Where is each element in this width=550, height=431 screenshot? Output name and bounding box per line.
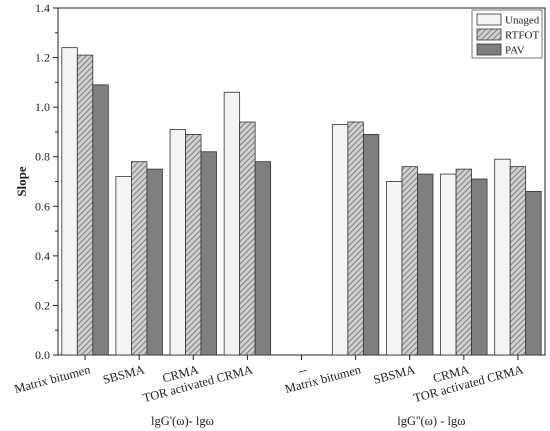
bar-pav: [146, 168, 163, 356]
legend-label-unaged: Unaged: [505, 15, 540, 27]
y-tick-label: 0.2: [35, 298, 50, 312]
bar-pav: [200, 151, 217, 356]
x-tick-label: SBSMA: [372, 362, 417, 386]
legend-label-rtfot: RTFOT: [505, 30, 539, 42]
bar-unaged: [386, 181, 403, 356]
bar-rtfot: [76, 54, 94, 356]
bar-unaged: [440, 173, 457, 356]
x-tick-label: Matrix bitumen: [13, 362, 93, 396]
x-tick-label: --: [297, 362, 309, 378]
x-tick-label: Matrix bitumen: [283, 362, 363, 396]
legend-swatch-pav: [476, 43, 502, 56]
x-tick-label: SBSMA: [101, 362, 146, 386]
bar-rtfot: [131, 161, 148, 356]
bar-rtfot: [509, 166, 527, 356]
bar-unaged: [61, 47, 78, 356]
legend-swatch-rtfot: [476, 28, 502, 41]
bar-pav: [362, 134, 380, 356]
bar-unaged: [223, 91, 241, 356]
bar-rtfot: [455, 168, 472, 356]
bar-rtfot: [347, 121, 364, 356]
bar-pav: [525, 191, 542, 356]
y-tick-label: 1.4: [35, 1, 50, 15]
bar-unaged: [169, 129, 186, 356]
legend-swatch-unaged: [476, 13, 502, 26]
group-label: lgG'(ω)- lgω: [151, 414, 214, 428]
y-tick-label: 0.0: [35, 348, 50, 362]
bar-unaged: [115, 176, 132, 356]
bar-pav: [254, 161, 272, 356]
y-axis-label: Slope: [14, 166, 29, 197]
y-tick-label: 0.8: [35, 150, 50, 164]
group-label: lgG''(ω) - lgω: [397, 414, 465, 428]
bar-rtfot: [185, 134, 202, 356]
y-tick-label: 0.6: [35, 199, 50, 213]
bar-pav: [417, 173, 434, 356]
bar-pav: [92, 84, 109, 356]
bar-unaged: [331, 124, 349, 356]
legend-label-pav: PAV: [505, 45, 525, 57]
y-tick-label: 1.2: [35, 51, 50, 65]
bar-pav: [471, 178, 488, 356]
bar-unaged: [494, 158, 511, 356]
bar-rtfot: [401, 166, 418, 356]
y-tick-label: 1.0: [35, 100, 50, 114]
bar-rtfot: [239, 121, 256, 356]
y-tick-label: 0.4: [35, 249, 50, 263]
